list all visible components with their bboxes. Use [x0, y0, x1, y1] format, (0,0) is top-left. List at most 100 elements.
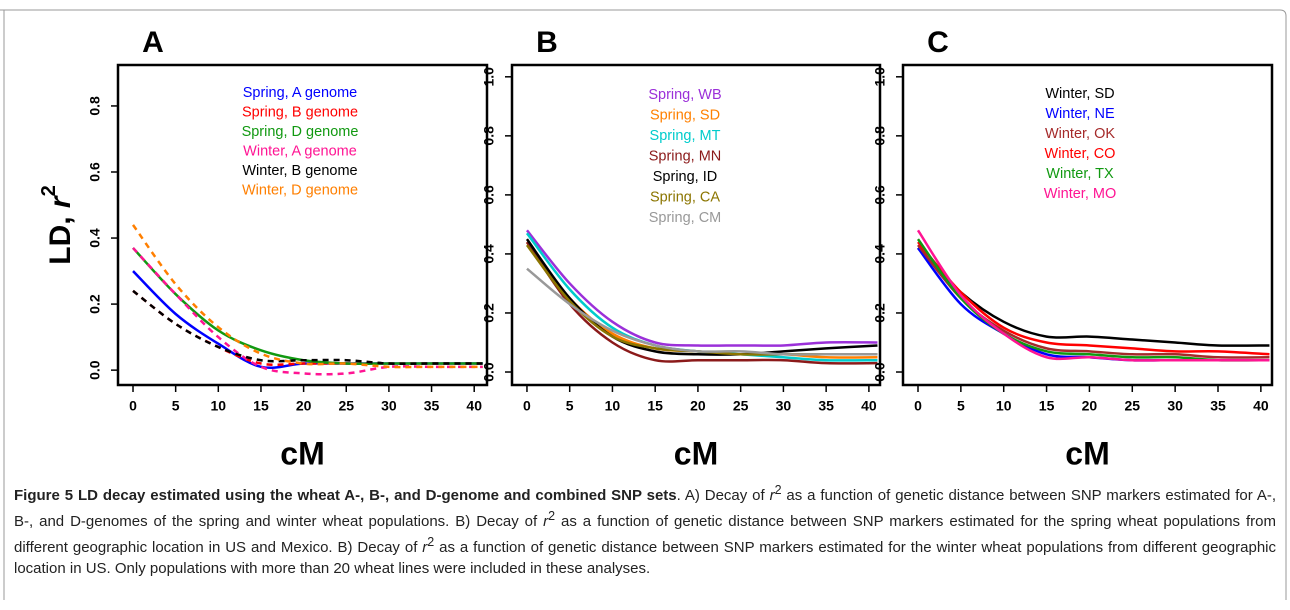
- x-tick-label: 35: [424, 398, 440, 414]
- x-tick-label: 20: [1082, 398, 1098, 414]
- x-tick-label: 10: [605, 398, 621, 414]
- caption-sup: 2: [427, 535, 435, 549]
- x-tick-label: 40: [861, 398, 877, 414]
- x-tick-label: 10: [996, 398, 1012, 414]
- legend-entry: Spring, A genome: [243, 85, 357, 101]
- x-tick-label: 40: [466, 398, 482, 414]
- x-tick-label: 15: [1039, 398, 1055, 414]
- series-line: [525, 229, 878, 347]
- legend-entry: Spring, D genome: [242, 124, 359, 140]
- caption-sup: 2: [548, 509, 556, 523]
- caption-normal: as a function of genetic distance betwee…: [14, 539, 1276, 577]
- series-line: [131, 224, 483, 369]
- series-line: [526, 267, 878, 356]
- legend-entry: Spring, MN: [649, 148, 722, 164]
- caption-italic: r: [422, 539, 428, 556]
- y-tick-label: 0.6: [87, 162, 103, 182]
- y-tick-label: 0.0: [872, 362, 888, 382]
- legend-entry: Spring, B genome: [242, 104, 358, 120]
- y-tick-label: 0.2: [872, 303, 888, 323]
- x-tick-label: 10: [211, 398, 227, 414]
- plot-frame: [116, 63, 489, 387]
- series-line: [917, 247, 1270, 362]
- y-axis-label-var: r: [44, 194, 77, 208]
- x-tick-label: 35: [1210, 398, 1226, 414]
- caption-sup: 2: [774, 483, 782, 497]
- x-tick-label: 0: [914, 398, 922, 414]
- legend-entry: Winter, A genome: [243, 143, 357, 159]
- caption-normal: as a function of genetic distance betwee…: [14, 487, 1276, 530]
- x-tick-label: 15: [647, 398, 663, 414]
- y-tick-label: 0.0: [87, 360, 103, 380]
- y-axis-label-sup: 2: [38, 185, 60, 196]
- x-tick-label: 25: [338, 398, 354, 414]
- y-tick-label: 1.0: [481, 67, 497, 87]
- x-axis-label: cM: [280, 435, 324, 471]
- legend-entry: Winter, MO: [1044, 186, 1117, 202]
- x-tick-label: 30: [1167, 398, 1183, 414]
- legend-entry: Winter, CO: [1045, 146, 1116, 162]
- panel-label: A: [142, 26, 164, 59]
- x-tick-label: 20: [296, 398, 312, 414]
- series-line: [132, 247, 483, 376]
- legend-entry: Winter, SD: [1045, 86, 1114, 102]
- y-tick-label: 0.4: [481, 244, 497, 264]
- x-tick-label: 5: [566, 398, 574, 414]
- panel-label: C: [927, 26, 949, 59]
- legend-entry: Spring, WB: [648, 87, 721, 103]
- panel-label: B: [536, 26, 558, 59]
- series-line: [525, 238, 878, 356]
- plot-lines: [525, 229, 878, 365]
- legend-entry: Spring, ID: [653, 169, 717, 185]
- series-line: [132, 289, 483, 366]
- legend-entry: Winter, TX: [1046, 166, 1114, 182]
- y-tick-label: 0.8: [87, 96, 103, 116]
- x-axis-label: cM: [1065, 435, 1109, 471]
- legend-entry: Spring, SD: [650, 107, 720, 123]
- caption-bold: Figure 5 LD decay estimated using the wh…: [14, 487, 677, 504]
- y-tick-label: 0.8: [872, 126, 888, 146]
- x-tick-label: 5: [172, 398, 180, 414]
- y-tick-label: 0.6: [481, 185, 497, 205]
- x-tick-label: 25: [1124, 398, 1140, 414]
- y-tick-label: 0.4: [87, 228, 103, 248]
- legend-entry: Winter, OK: [1045, 126, 1115, 142]
- legend-entry: Winter, D genome: [242, 182, 358, 198]
- y-tick-label: 0.2: [87, 294, 103, 314]
- x-tick-label: 0: [523, 398, 531, 414]
- caption-normal: as a function of genetic distance betwee…: [14, 513, 1276, 556]
- legend-entry: Spring, CA: [650, 189, 720, 205]
- y-tick-label: 0.6: [872, 185, 888, 205]
- x-tick-label: 5: [957, 398, 965, 414]
- figure-caption: Figure 5 LD decay estimated using the wh…: [14, 480, 1276, 579]
- series-line: [525, 241, 878, 365]
- y-tick-label: 0.8: [481, 126, 497, 146]
- caption-italic: r: [543, 513, 549, 530]
- x-tick-label: 15: [253, 398, 269, 414]
- x-tick-label: 0: [129, 398, 137, 414]
- x-tick-label: 30: [381, 398, 397, 414]
- figure-frame: [0, 9, 1287, 600]
- y-tick-label: 0.4: [872, 244, 888, 264]
- caption-normal: . A) Decay of: [676, 487, 770, 504]
- legend-entry: Spring, MT: [650, 128, 721, 144]
- plot-lines: [131, 224, 483, 376]
- x-tick-label: 30: [776, 398, 792, 414]
- y-axis-label-main: LD, r: [44, 194, 77, 265]
- caption-italic: r: [769, 487, 775, 504]
- x-tick-label: 35: [818, 398, 834, 414]
- series-line: [132, 270, 483, 370]
- plot-frame: [510, 63, 882, 387]
- y-tick-label: 1.0: [872, 67, 888, 87]
- series-line: [916, 229, 1270, 362]
- plot-lines: [916, 229, 1270, 362]
- y-tick-label: 0.0: [481, 362, 497, 382]
- legend-entry: Spring, CM: [649, 210, 722, 226]
- y-axis-label: LD, r2: [38, 185, 77, 264]
- x-tick-label: 20: [690, 398, 706, 414]
- y-tick-label: 0.2: [481, 303, 497, 323]
- legend-entry: Winter, NE: [1045, 106, 1115, 122]
- legend-entry: Winter, B genome: [242, 163, 357, 179]
